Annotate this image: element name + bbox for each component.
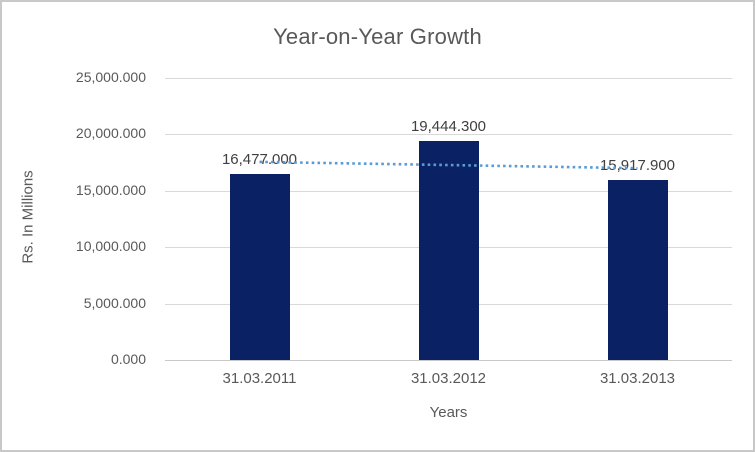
x-axis-line bbox=[165, 360, 732, 361]
data-label: 15,917.900 bbox=[599, 157, 676, 175]
gridline bbox=[165, 78, 732, 79]
y-tick-label: 25,000.000 bbox=[75, 69, 146, 85]
chart-title: Year-on-Year Growth bbox=[273, 24, 482, 49]
x-tick-label: 31.03.2012 bbox=[410, 370, 487, 387]
data-label: 16,477.000 bbox=[221, 151, 298, 169]
y-tick-label: 0.000 bbox=[110, 351, 146, 367]
gridline bbox=[165, 134, 732, 136]
y-axis-title: Rs. In Millions bbox=[19, 170, 37, 264]
y-tick-label: 5,000.000 bbox=[83, 294, 146, 311]
linear-trendline bbox=[259, 160, 638, 170]
data-label: 19,444.300 bbox=[410, 117, 487, 135]
y-tick-label: 15,000.000 bbox=[75, 181, 146, 198]
bar-31.03.2011 bbox=[229, 174, 290, 360]
plot-area: 16,477.000 19,444.300 15,917.900 bbox=[165, 78, 732, 361]
bar-31.03.2012 bbox=[418, 140, 479, 360]
x-axis-title: Years bbox=[429, 404, 468, 421]
bar-31.03.2013 bbox=[607, 180, 668, 360]
y-tick-label: 10,000.000 bbox=[75, 238, 146, 255]
x-tick-label: 31.03.2011 bbox=[222, 370, 297, 387]
y-tick-label: 20,000.000 bbox=[75, 125, 146, 142]
x-tick-label: 31.03.2013 bbox=[599, 370, 676, 387]
